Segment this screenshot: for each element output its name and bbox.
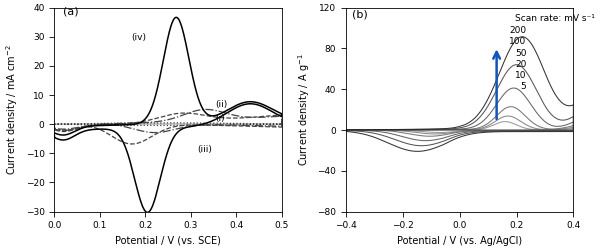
Text: (ii): (ii) bbox=[216, 100, 228, 109]
Y-axis label: Current density / A g$^{-1}$: Current density / A g$^{-1}$ bbox=[296, 53, 312, 166]
Y-axis label: Current density / mA cm$^{-2}$: Current density / mA cm$^{-2}$ bbox=[4, 44, 20, 175]
X-axis label: Potential / V (vs. Ag/AgCl): Potential / V (vs. Ag/AgCl) bbox=[397, 236, 522, 246]
Text: 20: 20 bbox=[515, 60, 526, 69]
Text: 10: 10 bbox=[515, 71, 526, 80]
Text: 200: 200 bbox=[510, 26, 526, 35]
Text: 100: 100 bbox=[509, 37, 526, 46]
Text: (b): (b) bbox=[352, 10, 367, 20]
Text: (iii): (iii) bbox=[198, 145, 212, 154]
Text: 5: 5 bbox=[521, 82, 526, 91]
X-axis label: Potential / V (vs. SCE): Potential / V (vs. SCE) bbox=[115, 236, 221, 246]
Text: (iv): (iv) bbox=[131, 33, 147, 42]
Text: (i): (i) bbox=[216, 114, 226, 123]
Text: (a): (a) bbox=[63, 7, 79, 17]
Text: Scan rate: mV s⁻¹: Scan rate: mV s⁻¹ bbox=[515, 14, 595, 23]
Text: 50: 50 bbox=[515, 48, 526, 58]
